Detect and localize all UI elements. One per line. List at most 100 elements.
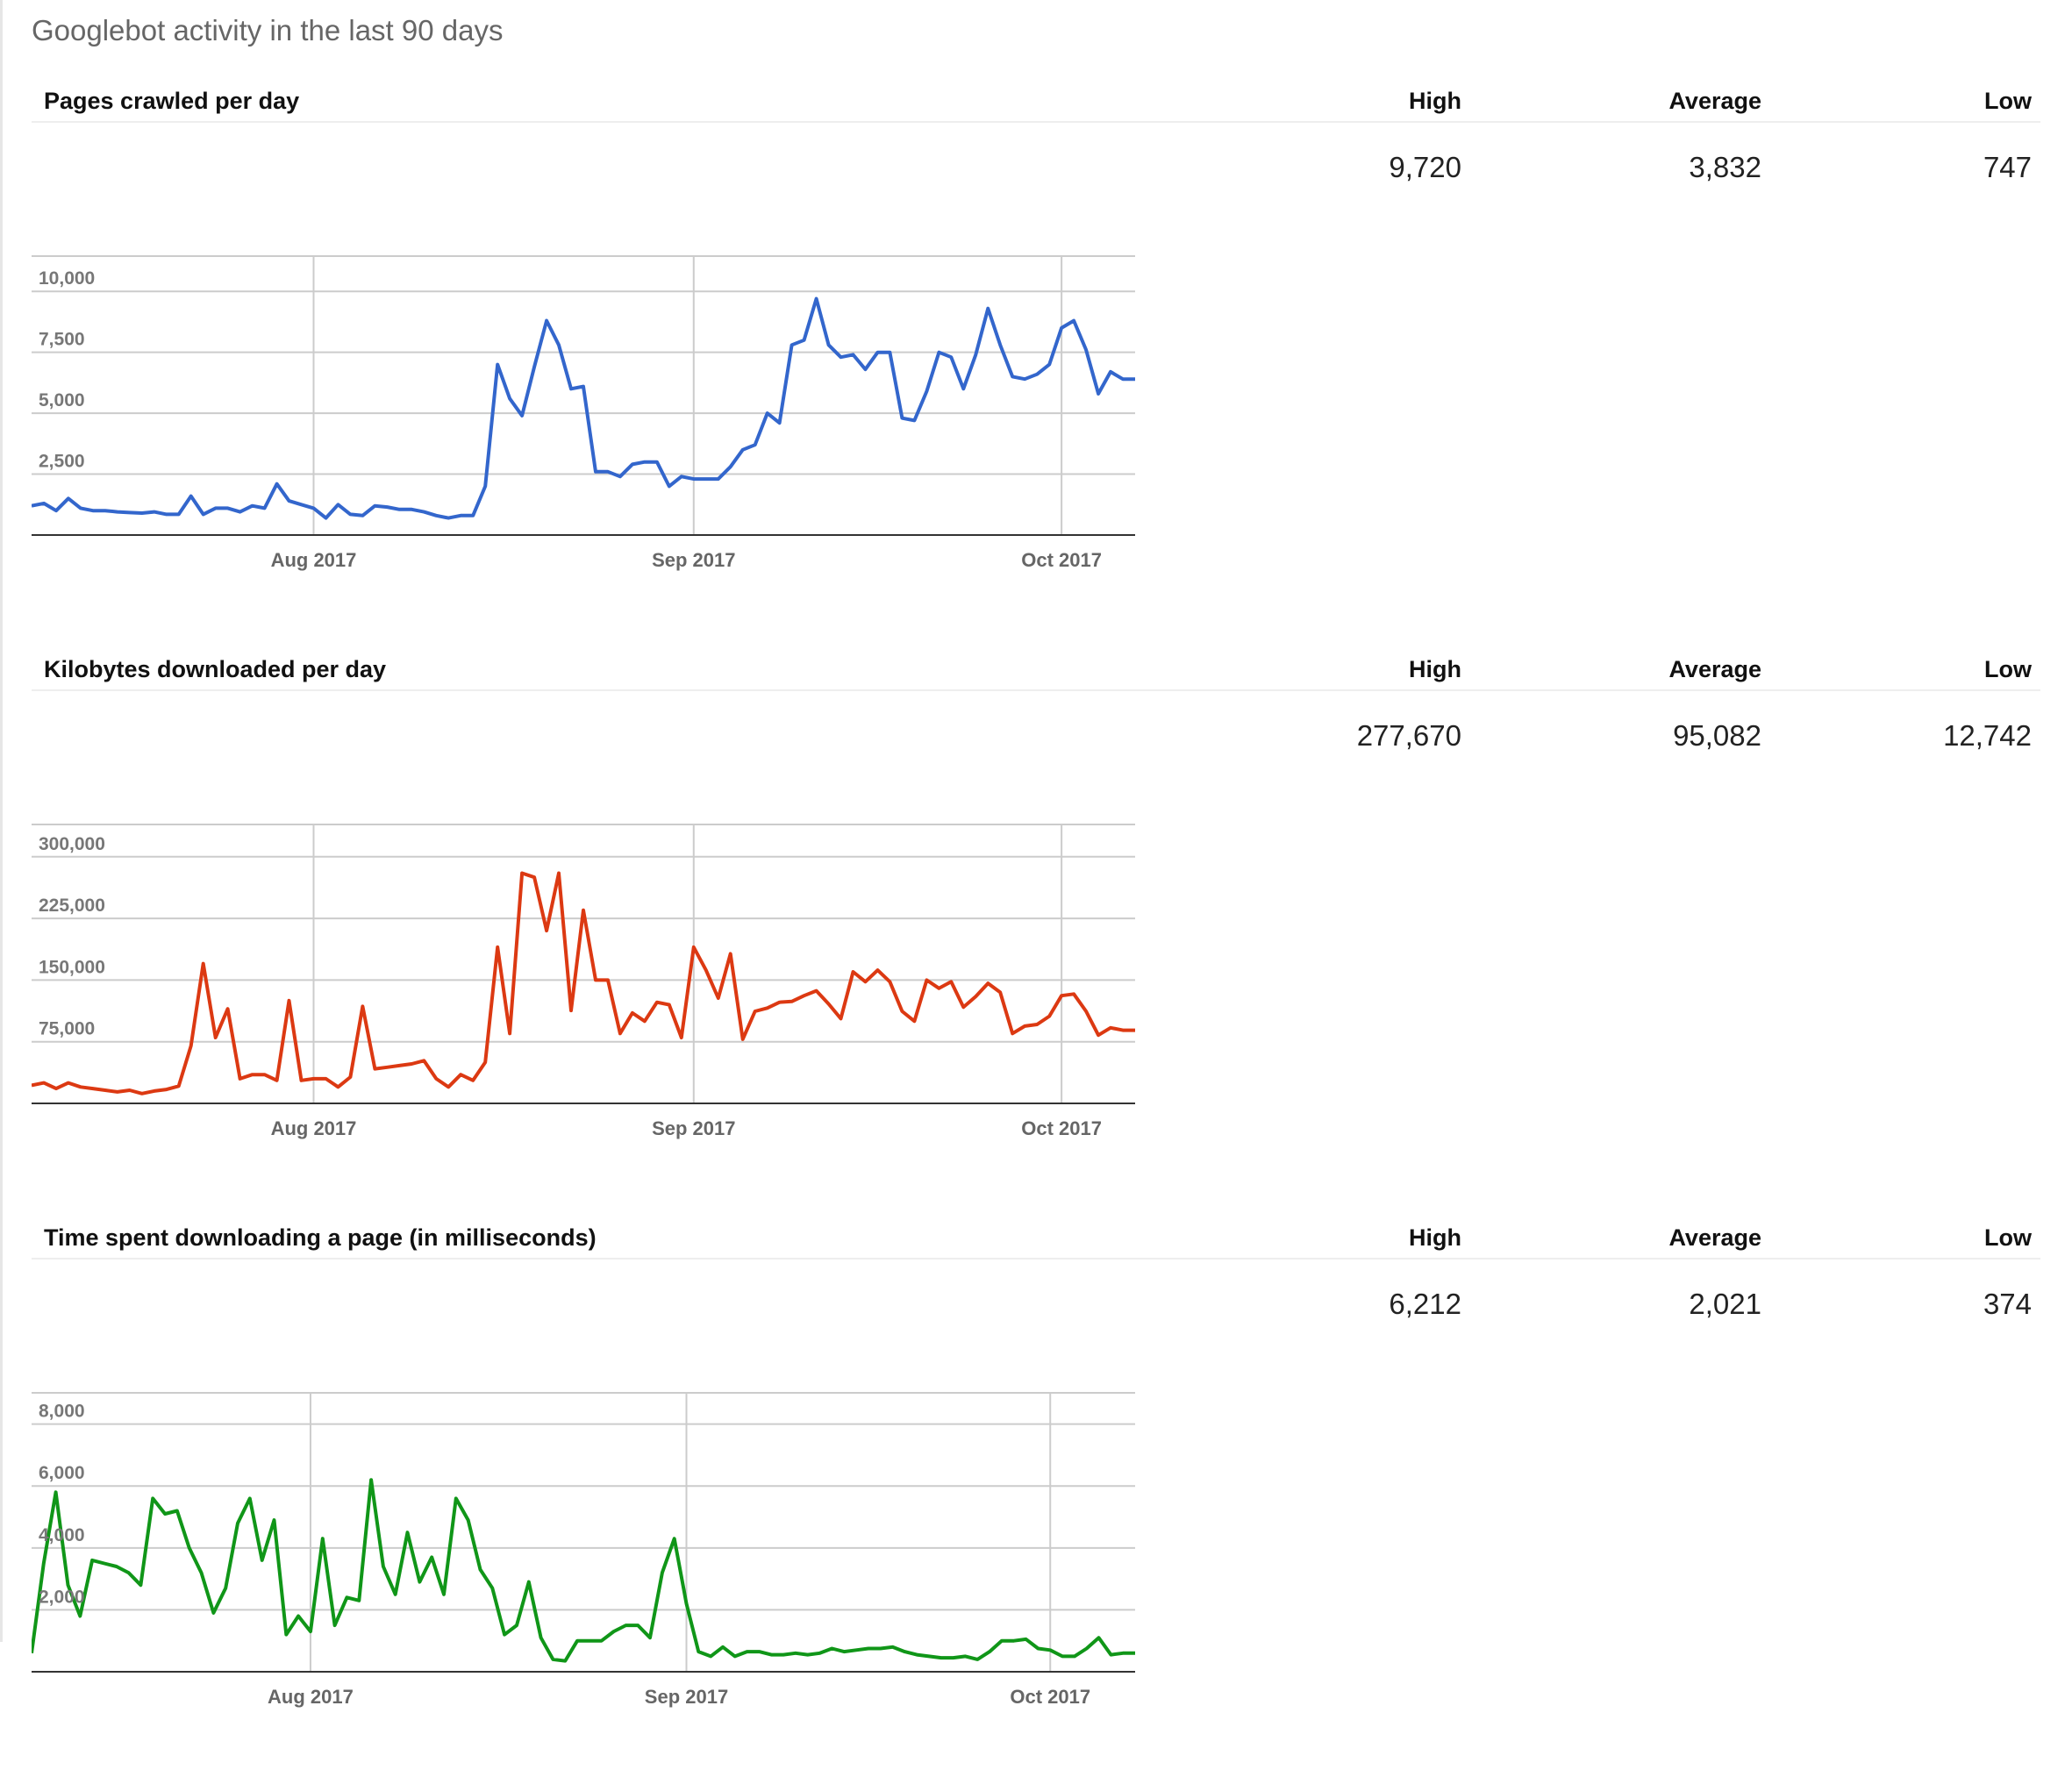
data-point [854,1648,858,1652]
y-tick-label: 150,000 [39,957,105,977]
data-point [239,1077,242,1081]
data-point [655,460,659,464]
data-point [1000,1639,1004,1643]
data-point [915,1653,918,1657]
data-point [721,1645,725,1649]
y-tick-label: 2,500 [39,452,85,472]
data-point [766,411,769,415]
data-point [766,1006,769,1010]
data-point [539,1636,543,1639]
data-point [42,1081,46,1085]
data-point [974,995,977,998]
data-point [1097,392,1100,396]
data-point [631,1011,634,1015]
low-header: Low [1984,88,2032,114]
data-point [140,1092,144,1095]
data-point [685,1602,689,1605]
data-point [202,962,205,966]
data-point [790,1000,794,1003]
high-value: 6,212 [1389,1288,1461,1320]
data-point [434,514,438,517]
data-point [1047,1015,1051,1018]
data-point [986,307,990,310]
data-point [300,1079,304,1082]
data-point [815,989,818,993]
data-point [288,499,291,503]
data-point [1097,1636,1101,1639]
pages-crawled-chart: Aug 2017 Sep 2017 Oct 2017 2,500 5,000 7,500 1… [32,255,1135,571]
data-point [1109,1653,1112,1657]
data-point [790,343,794,346]
data-point [471,1079,475,1082]
average-header: Average [1668,1224,1761,1251]
data-point [483,484,487,488]
data-point [863,980,867,983]
data-point [709,1654,712,1658]
data-point [442,1593,446,1596]
data-point [827,1003,831,1006]
data-point [67,1081,70,1085]
data-point [588,1639,591,1643]
data-point [600,1639,604,1643]
data-point [900,1010,904,1013]
data-point [1121,377,1125,381]
data-point [1012,1639,1016,1643]
data-point [754,443,757,446]
download-time-section: Time spent downloading a page (in millis… [32,1216,2040,1777]
data-point [410,1062,413,1066]
section-header: Kilobytes downloaded per day High Averag… [32,647,2040,691]
pages-crawled-section: Pages crawled per day High Average Low 9… [32,79,2040,640]
data-point [54,1490,58,1494]
y-tick-label: 225,000 [39,896,105,916]
data-point [309,1630,312,1633]
data-point [153,510,156,514]
data-point [636,1624,639,1627]
data-point [733,1654,737,1658]
data-point [214,506,218,510]
data-point [863,368,867,371]
data-point [1060,326,1063,330]
data-point [263,506,267,510]
section-header: Pages crawled per day High Average Low [32,79,2040,123]
data-point [418,1581,421,1584]
data-point [912,1019,916,1023]
data-point [251,1073,254,1076]
data-point [471,514,475,517]
data-point [226,506,230,510]
x-tick-label: Aug 2017 [271,549,357,571]
data-point [324,517,327,520]
data-point [373,1067,376,1071]
average-header: Average [1668,88,1761,114]
data-point [211,1611,215,1615]
data-point [673,1537,676,1540]
series-line [32,1478,1135,1663]
data-point [875,351,879,354]
section-header: Time spent downloading a page (in millis… [32,1216,2040,1260]
data-point [741,1038,745,1041]
y-tick-label: 4,000 [39,1525,85,1545]
data-point [557,343,561,346]
data-point [1109,1026,1112,1030]
low-value: 374 [1983,1288,2032,1320]
x-tick-label: Oct 2017 [1010,1686,1090,1708]
data-point [478,1568,482,1572]
low-header: Low [1984,656,2032,682]
data-point [177,512,181,516]
data-point [952,1656,955,1659]
data-point [988,1650,991,1653]
data-point [79,1085,82,1088]
data-point [151,1496,154,1500]
data-point [300,503,304,506]
data-point [467,1518,470,1522]
high-header: High [1409,1224,1461,1251]
data-point [1133,1652,1137,1655]
data-point [927,1654,931,1658]
data-point [115,1565,118,1568]
data-point [397,508,401,511]
data-point [545,929,548,932]
data-point [1047,363,1051,367]
data-point [618,475,622,478]
data-point [778,421,782,425]
data-point [557,872,561,875]
data-point [226,1007,230,1010]
